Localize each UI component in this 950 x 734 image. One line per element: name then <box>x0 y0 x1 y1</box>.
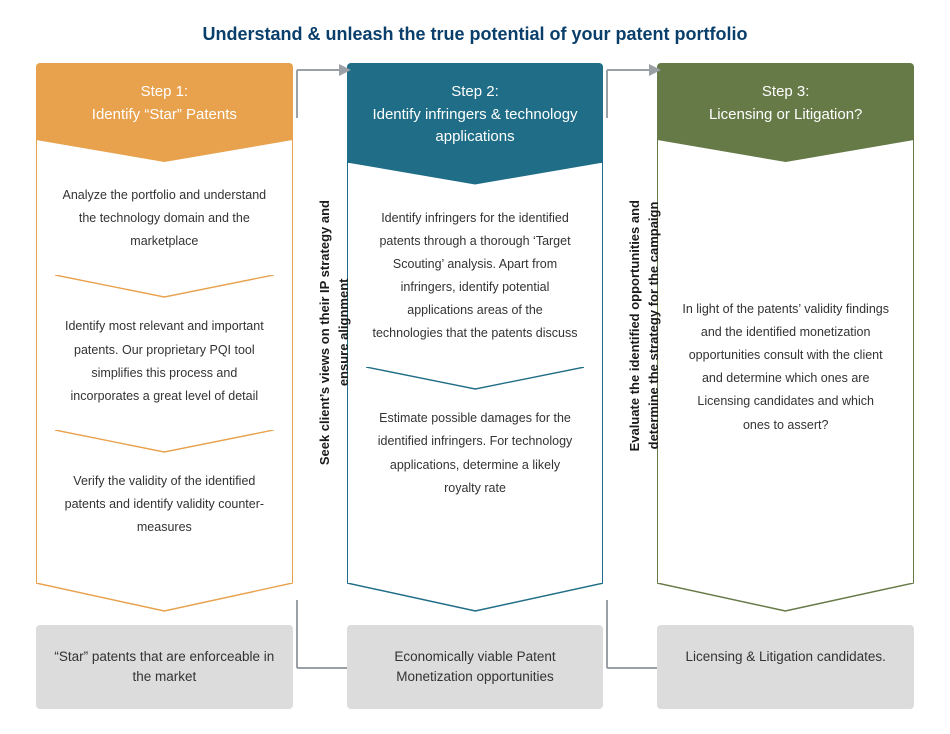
step-label: Step 3: <box>667 81 904 104</box>
column-2: Step 2:Identify infringers & technology … <box>347 63 604 613</box>
column-tail <box>36 583 293 613</box>
columns-row: Step 1:Identify “Star” Patents Analyze th… <box>0 63 950 613</box>
step-item: Verify the validity of the identified pa… <box>55 456 274 561</box>
column-tail <box>347 583 604 613</box>
column-3: Step 3:Licensing or Litigation? In light … <box>657 63 914 613</box>
between-text-1: Seek client’s views on their IP strategy… <box>316 200 354 465</box>
step-title: Identify infringers & technology applica… <box>357 104 594 149</box>
chevron-separator <box>366 367 585 393</box>
step-body-3: In light of the patents’ validity findin… <box>657 140 914 583</box>
step-item: Analyze the portfolio and understand the… <box>55 170 274 275</box>
step-header-1: Step 1:Identify “Star” Patents <box>36 63 293 140</box>
step-item: Identify infringers for the identified p… <box>366 193 585 368</box>
step-header-2: Step 2:Identify infringers & technology … <box>347 63 604 163</box>
step-title: Identify “Star” Patents <box>46 104 283 127</box>
page-title: Understand & unleash the true potential … <box>0 0 950 63</box>
outcome-1: “Star” patents that are enforceable in t… <box>36 625 293 710</box>
step-label: Step 1: <box>46 81 283 104</box>
step-title: Licensing or Litigation? <box>667 104 904 127</box>
column-1: Step 1:Identify “Star” Patents Analyze th… <box>36 63 293 613</box>
outcome-3: Licensing & Litigation candidates. <box>657 625 914 710</box>
step-body-1: Analyze the portfolio and understand the… <box>36 140 293 583</box>
step-item: In light of the patents’ validity findin… <box>676 284 895 459</box>
step-label: Step 2: <box>357 81 594 104</box>
chevron-separator <box>55 430 274 456</box>
step-item: Estimate possible damages for the identi… <box>366 393 585 522</box>
step-body-2: Identify infringers for the identified p… <box>347 163 604 583</box>
outcome-2: Economically viable Patent Monetization … <box>347 625 604 710</box>
column-tail <box>657 583 914 613</box>
step-header-3: Step 3:Licensing or Litigation? <box>657 63 914 140</box>
step-item: Identify most relevant and important pat… <box>55 301 274 430</box>
between-text-2: Evaluate the identified opportunities an… <box>626 200 664 451</box>
chevron-separator <box>55 275 274 301</box>
outcomes-row: “Star” patents that are enforceable in t… <box>0 613 950 710</box>
